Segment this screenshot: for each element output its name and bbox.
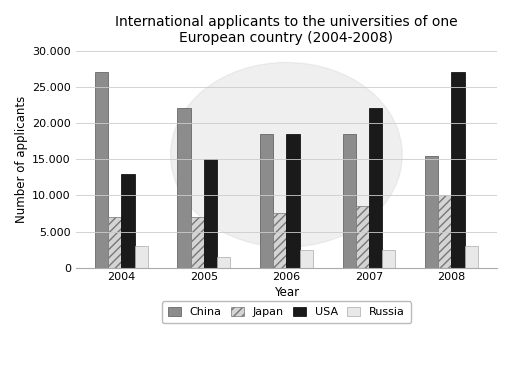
Bar bbox=[369, 109, 382, 268]
Ellipse shape bbox=[170, 62, 402, 247]
Bar bbox=[273, 213, 286, 268]
Bar bbox=[217, 257, 230, 268]
Bar bbox=[438, 195, 452, 268]
Y-axis label: Number of applicants: Number of applicants bbox=[15, 95, 28, 223]
Bar bbox=[425, 156, 438, 268]
Title: International applicants to the universities of one
European country (2004-2008): International applicants to the universi… bbox=[115, 15, 458, 45]
Bar bbox=[465, 246, 478, 268]
Bar bbox=[300, 249, 313, 268]
X-axis label: Year: Year bbox=[274, 286, 299, 299]
Bar bbox=[204, 159, 217, 268]
Bar bbox=[286, 134, 300, 268]
Bar bbox=[135, 246, 148, 268]
Bar bbox=[356, 206, 369, 268]
Bar bbox=[178, 109, 190, 268]
Bar bbox=[121, 173, 135, 268]
Bar bbox=[190, 217, 204, 268]
Bar bbox=[108, 217, 121, 268]
Bar bbox=[343, 134, 356, 268]
Bar bbox=[382, 249, 395, 268]
Bar bbox=[95, 72, 108, 268]
Bar bbox=[260, 134, 273, 268]
Bar bbox=[452, 72, 465, 268]
Legend: China, Japan, USA, Russia: China, Japan, USA, Russia bbox=[162, 301, 411, 323]
